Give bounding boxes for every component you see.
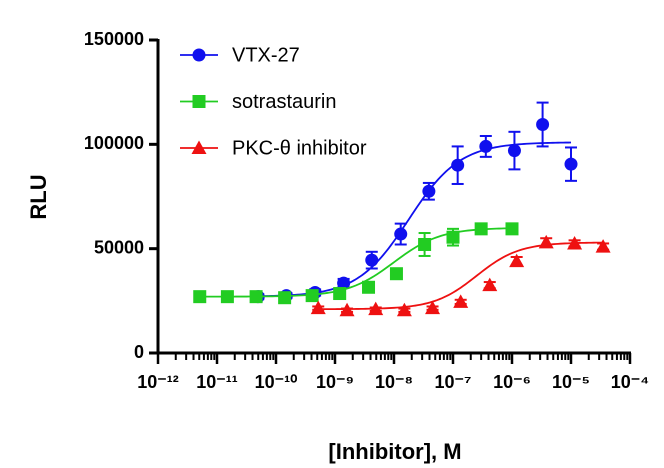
legend-label: PKC-θ inhibitor: [232, 137, 367, 159]
data-point: [368, 301, 384, 316]
data-point: [422, 184, 436, 198]
data-point: [567, 235, 583, 250]
data-point: [389, 267, 403, 281]
fit-curve: [199, 227, 513, 298]
data-point: [337, 276, 351, 290]
legend-marker: [192, 48, 206, 62]
x-tick-label: 10⁻¹²: [137, 372, 179, 392]
data-point: [396, 302, 412, 317]
x-tick-label: 10⁻⁷: [435, 372, 472, 392]
data-point: [507, 144, 521, 158]
x-tick-label: 10⁻¹⁰: [255, 372, 298, 392]
x-tick-label: 10⁻⁴: [611, 372, 649, 392]
data-point: [249, 290, 263, 304]
data-point: [333, 287, 347, 301]
data-point: [305, 289, 319, 303]
data-point: [446, 230, 460, 244]
data-point: [394, 227, 408, 241]
data-point: [482, 277, 498, 292]
fit-curve: [318, 241, 604, 311]
data-point: [453, 294, 469, 308]
legend-marker: [191, 140, 207, 154]
data-point: [220, 290, 234, 304]
legend-label: VTX-27: [232, 44, 300, 66]
data-point: [278, 291, 292, 305]
fit-curve: [258, 141, 572, 298]
data-point: [418, 237, 432, 251]
x-tick-label: 10⁻⁶: [493, 372, 531, 392]
x-axis-label: [Inhibitor], M: [328, 439, 461, 464]
x-tick-label: 10⁻⁹: [316, 372, 354, 392]
y-tick-label: 150000: [84, 29, 144, 49]
data-point: [474, 222, 488, 236]
data-point: [536, 118, 550, 132]
data-point: [310, 300, 326, 315]
x-tick-label: 10⁻⁸: [375, 372, 413, 392]
data-point: [479, 139, 493, 153]
data-point: [362, 280, 376, 294]
data-point: [505, 222, 519, 236]
x-tick-label: 10⁻⁵: [552, 372, 590, 392]
legend-marker: [192, 95, 206, 108]
data-point: [425, 300, 441, 315]
data-point: [365, 253, 379, 267]
data-point: [595, 239, 611, 253]
data-point: [538, 234, 554, 249]
data-point: [193, 290, 207, 304]
y-tick-label: 50000: [94, 237, 144, 257]
y-tick-label: 100000: [84, 133, 144, 153]
data-point: [564, 157, 578, 171]
data-point: [339, 302, 355, 317]
y-axis-label: RLU: [26, 174, 51, 219]
data-point: [509, 253, 525, 268]
data-point: [451, 158, 465, 172]
x-tick-label: 10⁻¹¹: [196, 372, 238, 392]
legend-label: sotrastaurin: [232, 91, 337, 113]
y-tick-label: 0: [134, 342, 144, 362]
